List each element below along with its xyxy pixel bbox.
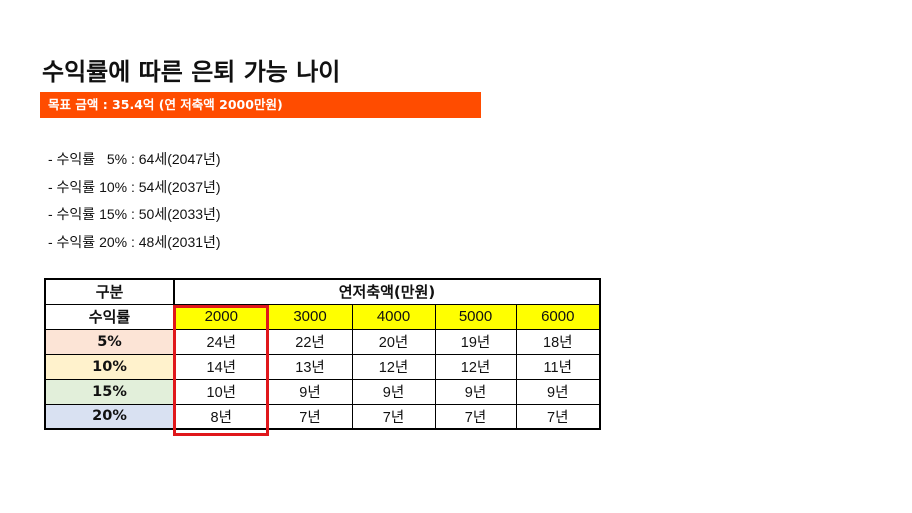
table-cell: 9년 bbox=[267, 378, 353, 405]
corner-header: 구분 bbox=[44, 278, 175, 305]
column-header: 4000 bbox=[351, 303, 436, 330]
table-row: 5% 24년 22년 20년 19년 18년 bbox=[44, 328, 601, 355]
table-cell: 8년 bbox=[173, 403, 269, 430]
column-header: 5000 bbox=[434, 303, 517, 330]
list-item: - 수익률 5% : 64세(2047년) bbox=[48, 151, 221, 167]
table-cell: 14년 bbox=[173, 353, 269, 380]
list-item: - 수익률 15% : 50세(2033년) bbox=[48, 206, 221, 222]
column-header: 2000 bbox=[173, 303, 269, 330]
column-header: 6000 bbox=[515, 303, 601, 330]
table-header-row: 구분 연저축액(만원) bbox=[44, 278, 601, 305]
table-cell: 7년 bbox=[267, 403, 353, 430]
table-cell: 10년 bbox=[173, 378, 269, 405]
page-title: 수익률에 따른 은퇴 가능 나이 bbox=[42, 58, 341, 86]
table-cell: 12년 bbox=[351, 353, 436, 380]
table-cell: 7년 bbox=[515, 403, 601, 430]
table-cell: 13년 bbox=[267, 353, 353, 380]
table-cell: 9년 bbox=[434, 378, 517, 405]
table-row: 10% 14년 13년 12년 12년 11년 bbox=[44, 353, 601, 380]
table-cell: 7년 bbox=[351, 403, 436, 430]
table-cell: 18년 bbox=[515, 328, 601, 355]
table-cell: 7년 bbox=[434, 403, 517, 430]
row-label: 20% bbox=[44, 403, 175, 430]
row-label: 15% bbox=[44, 378, 175, 405]
table-cell: 9년 bbox=[351, 378, 436, 405]
table-cell: 12년 bbox=[434, 353, 517, 380]
table-row: 20% 8년 7년 7년 7년 7년 bbox=[44, 403, 601, 430]
table-cell: 9년 bbox=[515, 378, 601, 405]
table-cell: 19년 bbox=[434, 328, 517, 355]
table-row: 15% 10년 9년 9년 9년 9년 bbox=[44, 378, 601, 405]
column-header-row: 수익률 2000 3000 4000 5000 6000 bbox=[44, 303, 601, 330]
table-cell: 20년 bbox=[351, 328, 436, 355]
list-item: - 수익률 10% : 54세(2037년) bbox=[48, 178, 221, 195]
column-header: 3000 bbox=[267, 303, 353, 330]
table-cell: 11년 bbox=[515, 353, 601, 380]
row-label: 10% bbox=[44, 353, 175, 380]
row-header-label: 수익률 bbox=[44, 303, 175, 330]
table-cell: 24년 bbox=[173, 328, 269, 355]
list-item: - 수익률 20% : 48세(2031년) bbox=[48, 233, 221, 250]
target-amount-banner: 목표 금액 : 35.4억 (연 저축액 2000만원) bbox=[40, 92, 481, 118]
retirement-years-table: 구분 연저축액(만원) 수익률 2000 3000 4000 5000 6000… bbox=[44, 278, 601, 430]
group-header: 연저축액(만원) bbox=[173, 278, 601, 305]
table-cell: 22년 bbox=[267, 328, 353, 355]
retirement-age-list: - 수익률 5% : 64세(2047년) - 수익률 10% : 54세(20… bbox=[48, 146, 221, 256]
row-label: 5% bbox=[44, 328, 175, 355]
